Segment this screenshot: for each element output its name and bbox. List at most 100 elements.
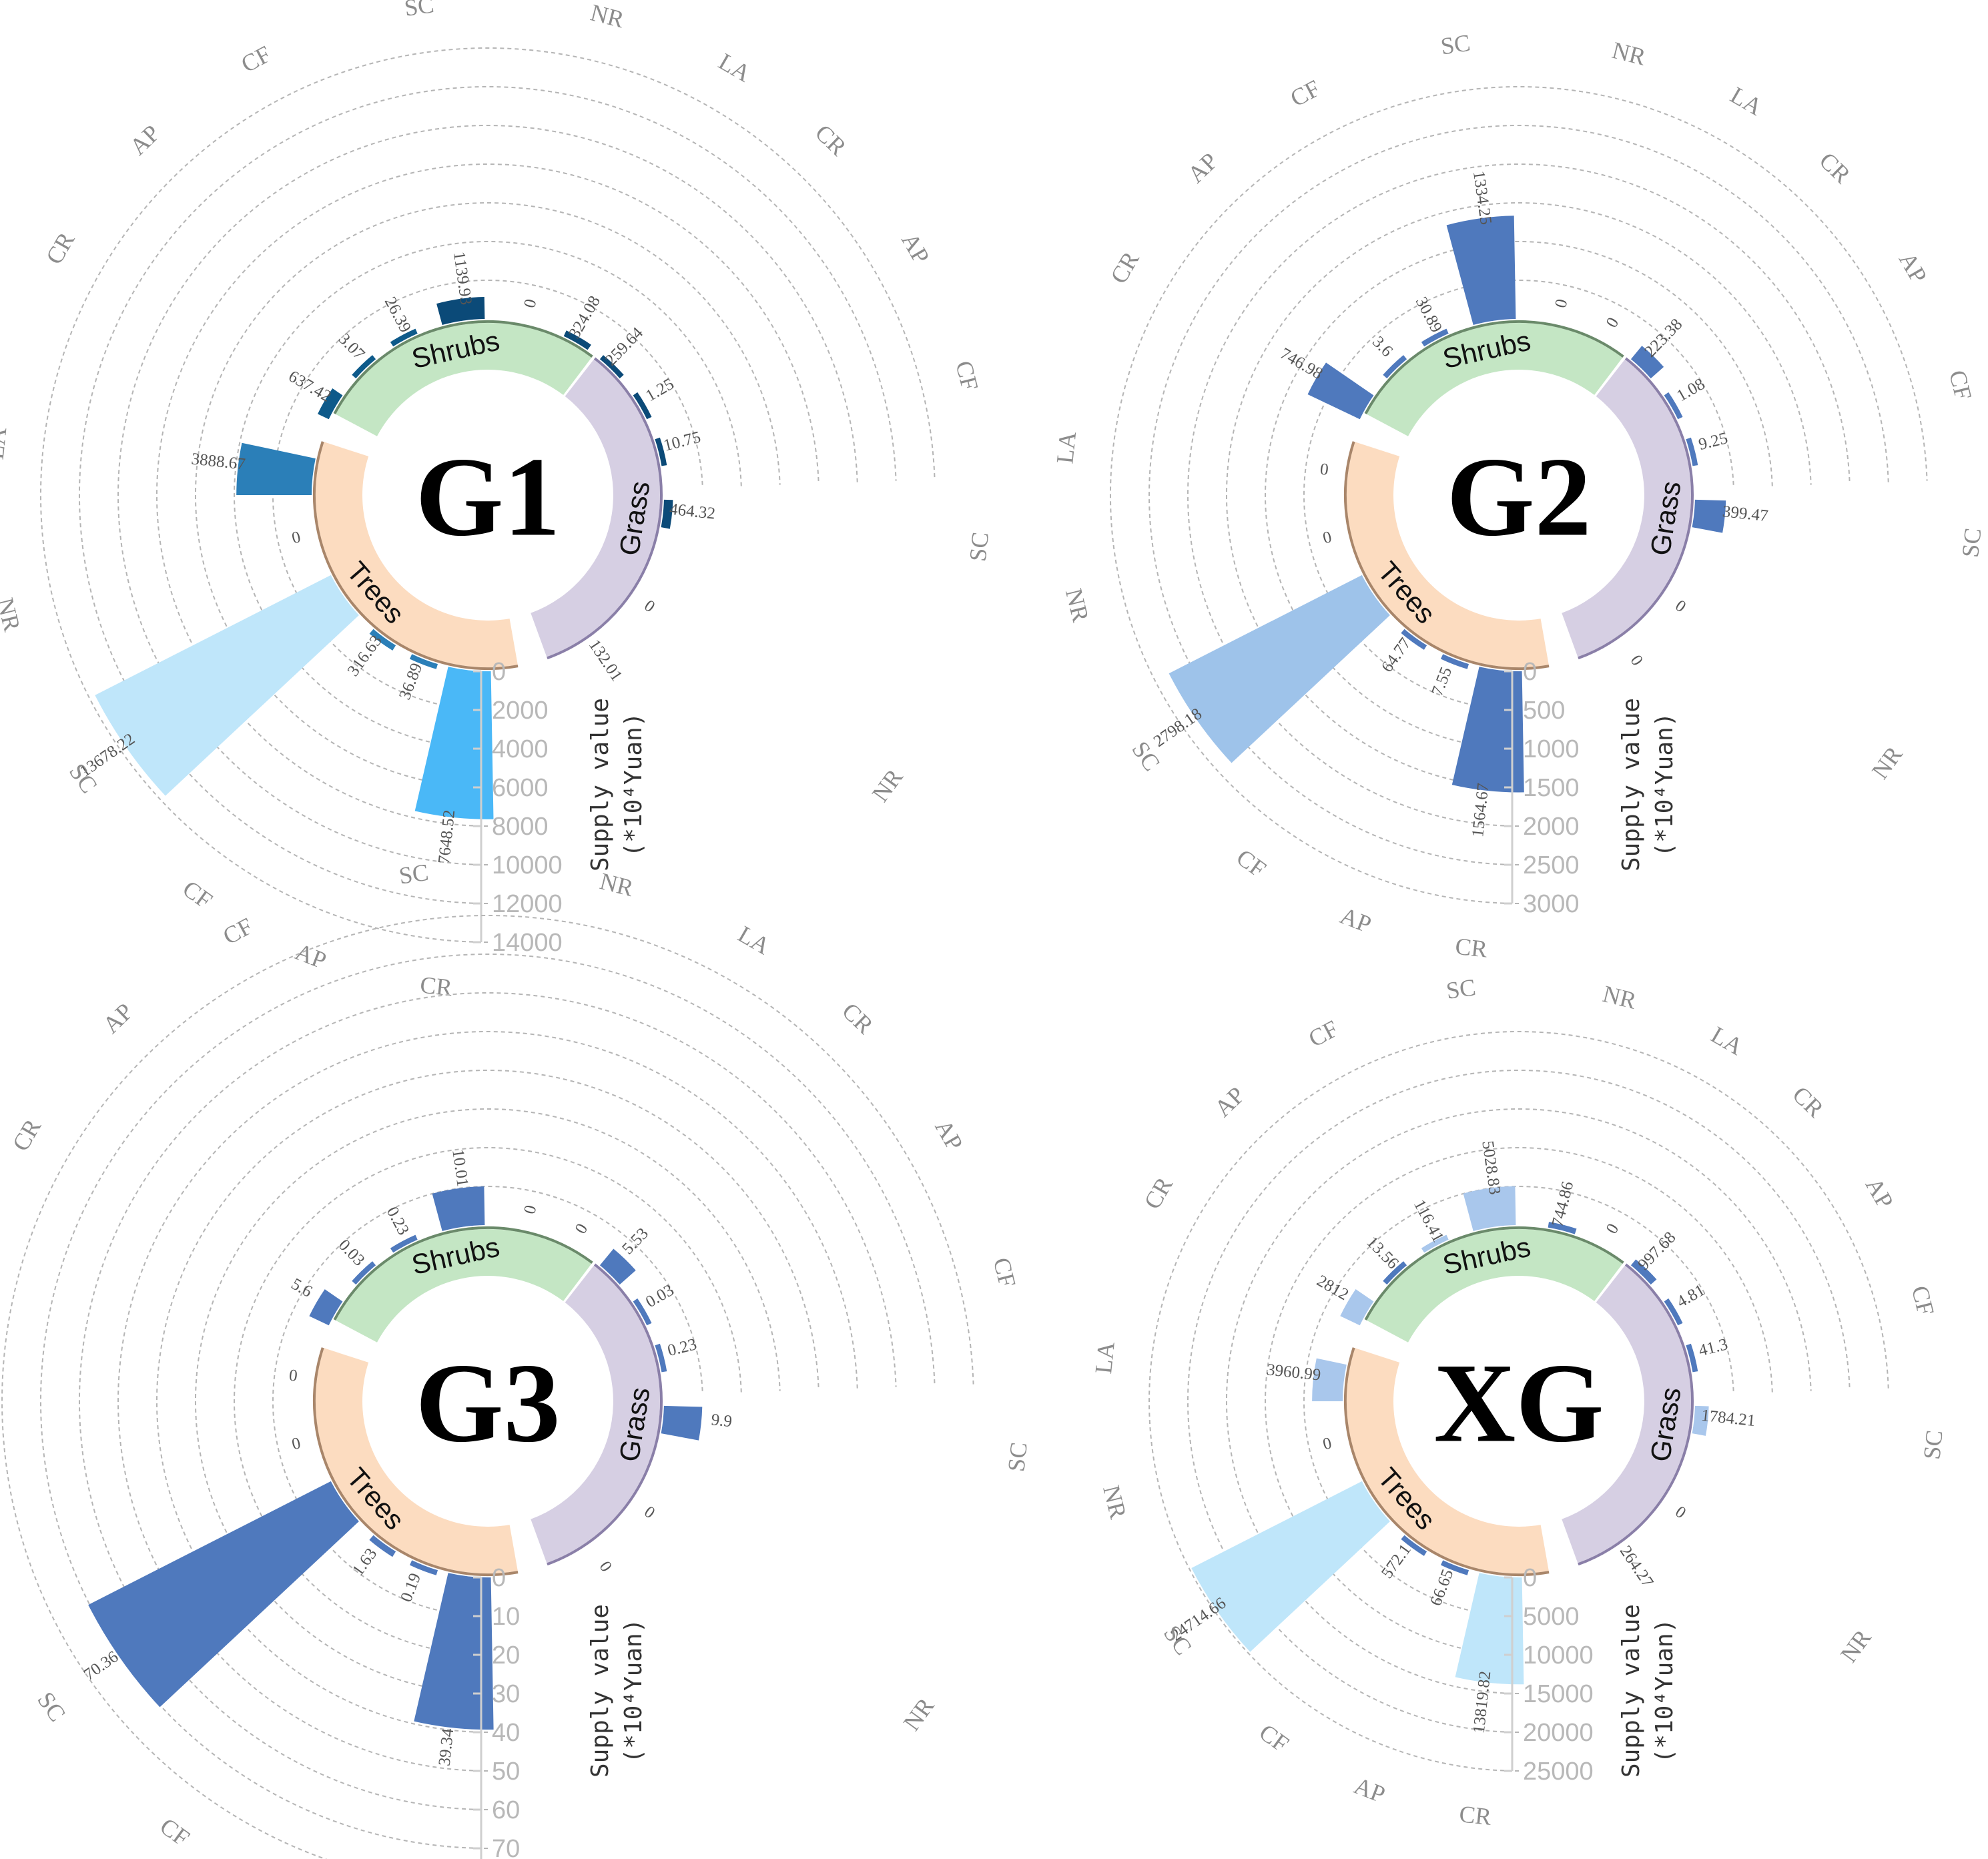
- bar-sc: [1692, 1405, 1709, 1436]
- grid-ring: [79, 992, 897, 1810]
- category-label-cf: CF: [1944, 368, 1977, 402]
- panel-g1: TreesShrubsGrass7648.5236.89316.6313678.…: [0, 0, 994, 1001]
- category-label-nr: NR: [898, 1693, 940, 1736]
- value-label: 36.89: [396, 661, 426, 702]
- value-label: 259.64: [602, 324, 647, 370]
- bar-cr: [1455, 1573, 1524, 1685]
- value-label: 2798.18: [1150, 705, 1205, 751]
- category-label-ap: AP: [1337, 902, 1375, 938]
- tick-label: 8000: [492, 813, 549, 841]
- bar-sc: [1191, 1481, 1390, 1652]
- grass-ring-edge: [1578, 357, 1694, 660]
- value-label: 1139.93: [450, 250, 475, 306]
- bar-cf: [1686, 1343, 1698, 1373]
- tick-label: 40: [492, 1719, 520, 1747]
- bar-ap: [1664, 1298, 1683, 1326]
- category-label-cf: CF: [1304, 1015, 1343, 1052]
- value-label: 0.23: [383, 1204, 412, 1238]
- panel-title: G3: [415, 1341, 560, 1466]
- category-label-nr: NR: [1600, 980, 1639, 1014]
- category-label-ap: AP: [1894, 248, 1933, 288]
- value-label: 39.34: [436, 1728, 458, 1767]
- category-label-nr: NR: [867, 764, 908, 807]
- bar-cf: [369, 1535, 396, 1557]
- category-label-sc: SC: [32, 1687, 71, 1726]
- category-label-nr: NR: [1060, 586, 1094, 625]
- tick-label: 1000: [1523, 735, 1580, 763]
- trees-ring-edge: [312, 1347, 519, 1576]
- tick-label: 500: [1523, 697, 1565, 725]
- trees-ring-segment: [315, 442, 518, 668]
- bar-cf: [655, 1343, 667, 1373]
- value-label: 324.08: [565, 293, 604, 342]
- value-label: 0: [1603, 1220, 1623, 1236]
- tick-label: 0: [1523, 1564, 1537, 1592]
- bar-sc: [1692, 499, 1726, 533]
- panel-title: G2: [1446, 434, 1591, 560]
- trees-ring-segment: [1346, 1348, 1549, 1574]
- grass-ring-edge: [1578, 1263, 1694, 1566]
- category-label-ap: AP: [930, 1115, 968, 1155]
- value-label: 13.56: [1363, 1233, 1401, 1272]
- tick-label: 10000: [492, 851, 563, 879]
- grid-ring: [117, 125, 858, 865]
- tick-label: 14000: [492, 929, 563, 957]
- category-label-cf: CF: [1255, 1719, 1294, 1758]
- bar-ap: [633, 1298, 652, 1326]
- value-label: 7648.52: [435, 809, 458, 865]
- bar-sc: [88, 1481, 359, 1708]
- category-label-cf: CF: [988, 1255, 1021, 1290]
- value-label: 3888.67: [190, 450, 246, 473]
- bar-ap: [409, 654, 438, 669]
- tick-label: 0: [492, 658, 506, 686]
- grid-ring: [195, 1108, 781, 1694]
- category-label-cr: CR: [1454, 933, 1489, 963]
- category-label-ap: AP: [1209, 1082, 1250, 1122]
- category-label-nr: NR: [1610, 37, 1648, 71]
- category-label-cr: CR: [41, 228, 80, 269]
- grid-ring: [1, 915, 974, 1859]
- value-label: 0: [288, 1367, 298, 1385]
- category-label-cf: CF: [178, 875, 217, 914]
- value-label: 0: [1603, 314, 1623, 330]
- value-label: 0: [1321, 528, 1334, 547]
- category-label-cf: CF: [237, 41, 276, 78]
- grid-ring: [40, 47, 936, 943]
- tick-label: 25000: [1523, 1758, 1594, 1786]
- panel-g3: TreesShrubsGrass39.340.191.6370.36005.60…: [1, 859, 1032, 1859]
- trees-ring-segment: [1346, 442, 1549, 668]
- value-label: 316.63: [344, 632, 386, 679]
- bar-cf: [390, 1234, 418, 1253]
- grid-ring: [195, 202, 781, 788]
- bar-sc: [1463, 1186, 1516, 1231]
- shrubs-ring-segment: [1367, 1229, 1623, 1343]
- bar-la: [236, 442, 316, 495]
- bar-cr: [309, 1289, 343, 1326]
- bar-sc: [661, 499, 673, 529]
- value-label: 1.63: [349, 1545, 381, 1579]
- bar-ap: [1440, 1560, 1469, 1575]
- trees-ring-edge: [1343, 1347, 1550, 1576]
- value-label: 0.19: [397, 1571, 424, 1605]
- shrubs-ring-segment: [336, 323, 592, 436]
- panel-title: XG: [1434, 1341, 1604, 1466]
- grid-ring: [1148, 125, 1889, 865]
- shrubs-ring-segment: [336, 1229, 592, 1343]
- category-label-cf: CF: [950, 358, 983, 393]
- shrubs-ring-edge: [1364, 1226, 1624, 1321]
- tick-label: 0: [492, 1564, 506, 1592]
- bar-ap: [1383, 1261, 1407, 1285]
- tick-label: 0: [1523, 658, 1537, 686]
- value-label: 9.25: [1697, 429, 1730, 454]
- category-label-sc: SC: [1445, 974, 1477, 1004]
- bar-sc: [432, 1186, 485, 1231]
- category-label-sc: SC: [1918, 1429, 1947, 1461]
- value-label: 0: [1672, 1503, 1689, 1522]
- axis-title: Supply value: [1618, 1604, 1645, 1778]
- value-label: 7.55: [1428, 665, 1455, 699]
- bar-cr: [1307, 362, 1374, 420]
- tick-label: 30: [492, 1680, 520, 1708]
- tick-label: 4000: [492, 735, 549, 763]
- tick-label: 6000: [492, 774, 549, 802]
- category-label-cr: CR: [810, 119, 852, 161]
